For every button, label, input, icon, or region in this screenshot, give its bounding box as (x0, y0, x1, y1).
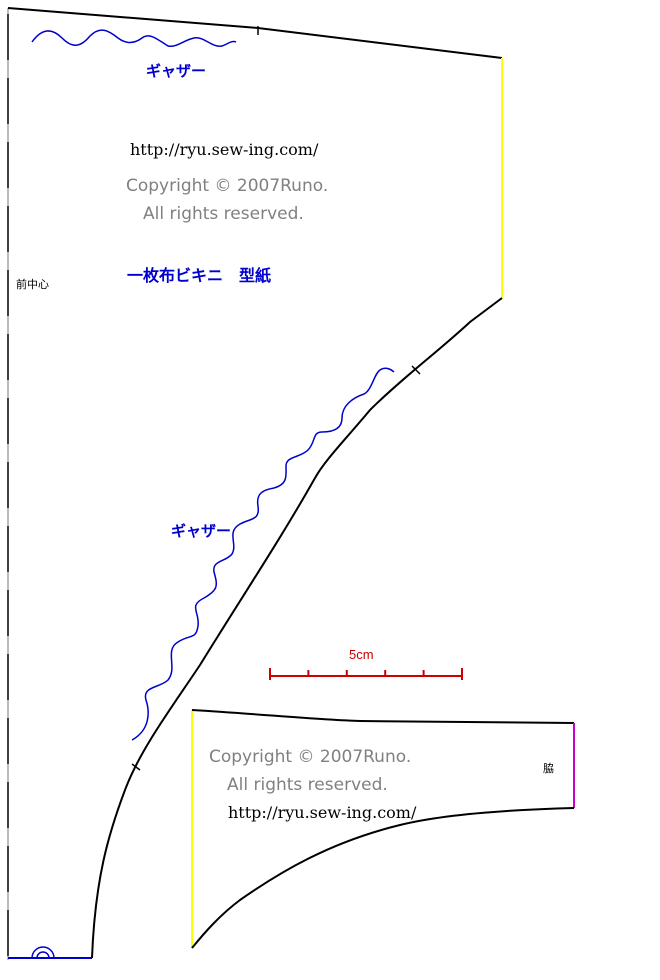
gather-wave-top (31, 29, 237, 48)
side-piece-curve-edge (191, 807, 575, 949)
pattern-title: 一枚布ビキニ 型紙 (127, 266, 272, 285)
gather-wave-curve (131, 367, 395, 741)
copyright-text-side: Copyright © 2007Runo. (209, 747, 412, 767)
url-text-front: http://ryu.sew-ing.com/ (130, 140, 319, 159)
scale-bar-label: 5cm (349, 647, 374, 662)
front-piece-top-edge (7, 7, 503, 59)
front-piece-curve-outline (91, 297, 503, 959)
front-piece-curve-notch-bottom (131, 763, 141, 771)
gather-label-top: ギャザー (146, 62, 207, 80)
rights-text-front: All rights reserved. (143, 204, 304, 224)
front-piece-curve-notch-top (411, 365, 421, 375)
center-front-label: 前中心 (16, 278, 49, 291)
fold-symbol (31, 946, 55, 959)
gather-label-curve: ギャザー (171, 522, 232, 540)
copyright-text-front: Copyright © 2007Runo. (126, 176, 329, 196)
url-text-side: http://ryu.sew-ing.com/ (228, 803, 417, 822)
side-piece-top-edge (191, 709, 575, 724)
side-seam-label: 脇 (543, 762, 554, 775)
rights-text-side: All rights reserved. (227, 775, 388, 795)
scale-bar (269, 668, 463, 680)
scale-bar-ticks (269, 668, 463, 680)
